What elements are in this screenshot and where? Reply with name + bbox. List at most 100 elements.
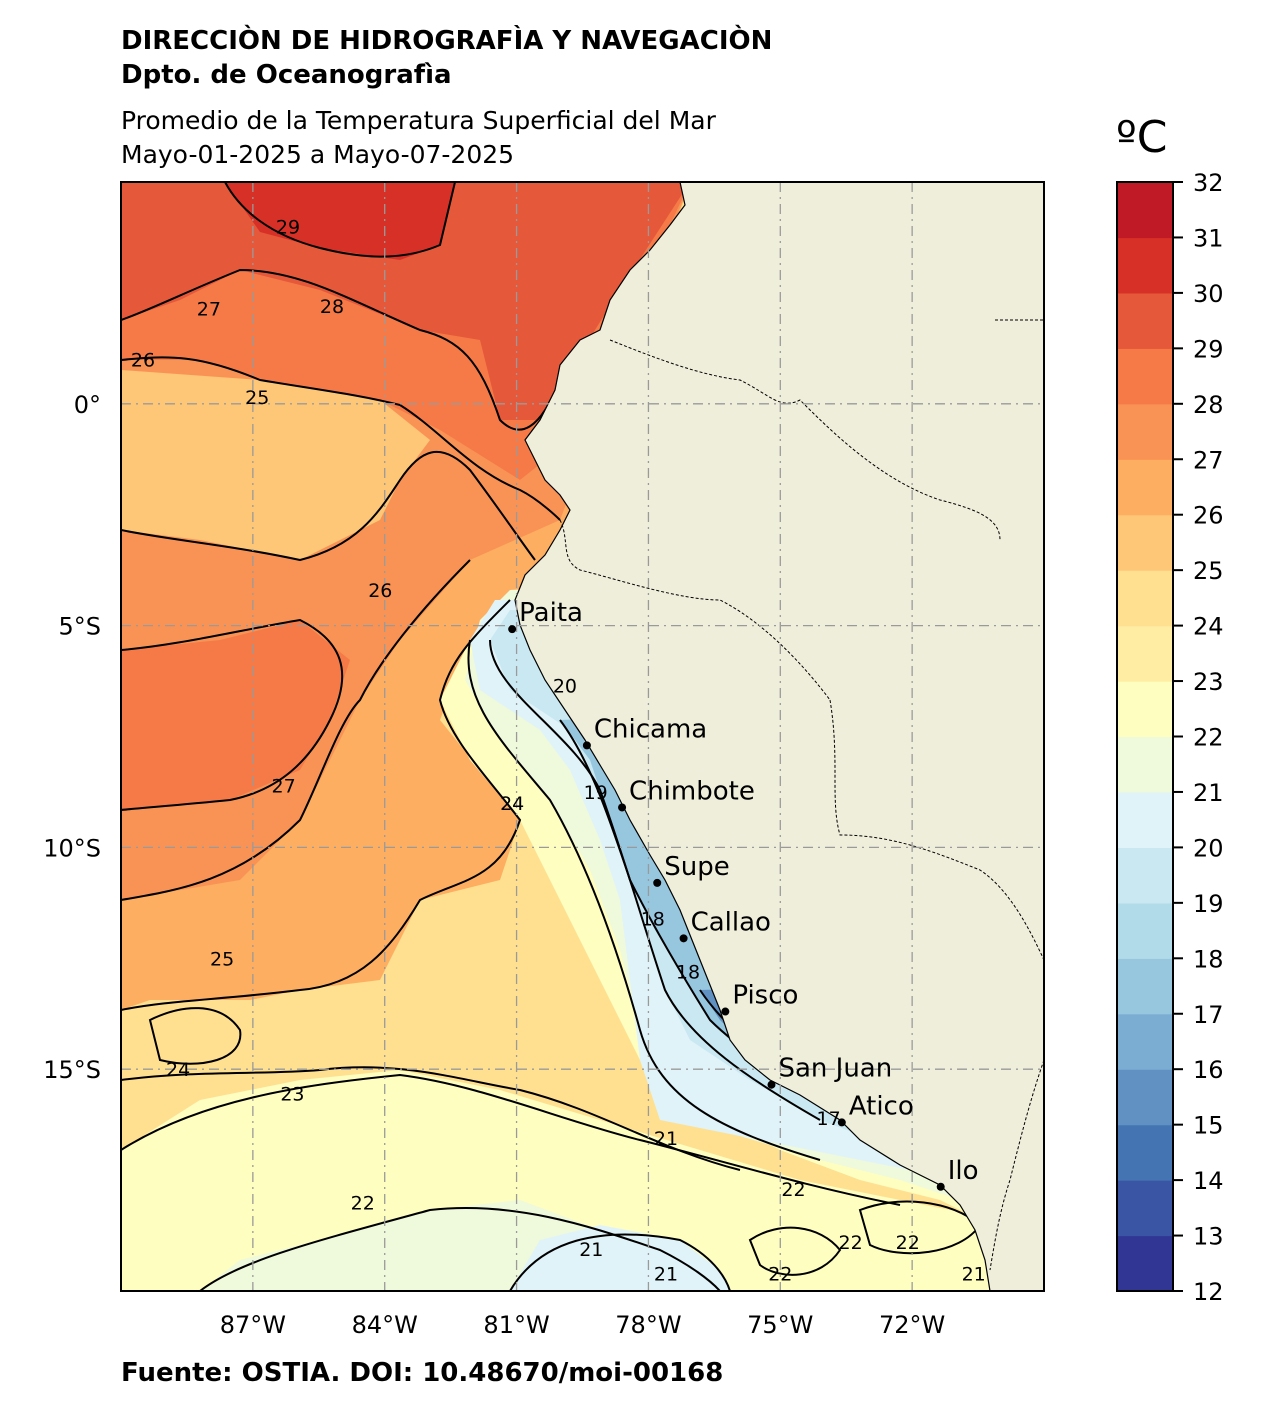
contour-label: 20: [553, 675, 577, 697]
colorbar-tick-label: 30: [1193, 280, 1224, 308]
date-range: Mayo-01-2025 a Mayo-07-2025: [121, 140, 515, 169]
contour-label: 26: [368, 580, 392, 602]
colorbar-segment: [1117, 459, 1173, 516]
colorbar-tick-label: 29: [1193, 335, 1224, 363]
colorbar-tick-label: 27: [1193, 446, 1224, 474]
colorbar-tick-label: 16: [1193, 1056, 1224, 1084]
colorbar: 12 13 14 15 16 17 18 19 20 21 22 23 24 25 26 27 28 29 30 31…: [1116, 169, 1224, 1306]
city-label: Callao: [691, 907, 771, 937]
colorbar-segment: [1117, 902, 1173, 959]
city-label: San Juan: [778, 1054, 892, 1084]
contour-label: 22: [781, 1179, 805, 1201]
contour-label: 27: [197, 298, 221, 320]
city-marker: [679, 934, 688, 943]
contour-label: 25: [245, 387, 269, 409]
contour-label: 21: [654, 1128, 678, 1150]
colorbar-tick-label: 12: [1193, 1278, 1224, 1306]
latitude-ticks: 0° 5°S 10°S 15°S: [43, 391, 101, 1084]
colorbar-segment: [1117, 403, 1173, 460]
colorbar-tick-label: 14: [1193, 1167, 1224, 1195]
colorbar-tick-label: 32: [1193, 169, 1224, 197]
sst-band-28: [121, 182, 690, 420]
contour-label: 24: [166, 1059, 190, 1081]
contour-label: 21: [654, 1263, 678, 1285]
department-title: Dpto. de Oceanografìa: [121, 60, 452, 90]
contour-label: 28: [320, 296, 344, 318]
lat-tick-label: 5°S: [58, 613, 101, 641]
institution-title: DIRECCIÒN DE HIDROGRAFÌA Y NAVEGACIÒN: [121, 26, 773, 56]
colorbar-tick-label: 17: [1193, 1001, 1224, 1029]
city-marker: [618, 803, 627, 812]
contour-label: 19: [584, 782, 608, 804]
colorbar-tick-label: 18: [1193, 945, 1224, 973]
colorbar-tick-label: 13: [1193, 1223, 1224, 1251]
colorbar-segment: [1117, 237, 1173, 294]
city-marker: [582, 741, 591, 750]
city-label: Paita: [519, 598, 583, 628]
sst-band-29: [225, 182, 455, 260]
contour-label: 21: [962, 1263, 986, 1285]
colorbar-segment: [1117, 681, 1173, 738]
colorbar-segment: [1117, 1180, 1173, 1237]
map-title: Promedio de la Temperatura Superficial d…: [121, 106, 716, 135]
contour-label: 22: [768, 1263, 792, 1285]
map-frame: [120, 181, 1045, 1292]
colorbar-segment: [1117, 791, 1173, 848]
colorbar-segment: [1117, 292, 1173, 349]
colorbar-segment: [1117, 1069, 1173, 1126]
land-south-america: [514, 182, 1044, 1291]
lat-tick-label: 10°S: [43, 834, 101, 862]
contour-label: 17: [817, 1108, 841, 1130]
colorbar-segment: [1117, 1013, 1173, 1070]
city-marker: [837, 1118, 846, 1127]
lon-tick-label: 87°W: [220, 1311, 286, 1339]
city-marker: [653, 878, 662, 887]
city-marker: [721, 1007, 730, 1016]
contour-label: 18: [676, 962, 700, 984]
colorbar-segment: [1117, 958, 1173, 1015]
lon-tick-label: 81°W: [483, 1311, 549, 1339]
lon-tick-label: 84°W: [352, 1311, 418, 1339]
gridlines: [121, 182, 1044, 1291]
colorbar-tick-label: 20: [1193, 834, 1224, 862]
city-markers: Paita Chicama Chimbote Supe Callao Pisco San J…: [508, 598, 979, 1191]
lon-tick-label: 75°W: [747, 1311, 813, 1339]
contour-label: 22: [351, 1192, 375, 1214]
colorbar-tick-label: 22: [1193, 724, 1224, 752]
colorbar-tick-label: 23: [1193, 668, 1224, 696]
sst-band-24-west: [121, 370, 430, 560]
contour-label: 25: [210, 948, 234, 970]
city-marker: [767, 1080, 776, 1089]
colorbar-segment: [1117, 847, 1173, 904]
city-label: Chimbote: [629, 776, 755, 806]
colorbar-tick-label: 31: [1193, 224, 1224, 252]
city-label: Supe: [664, 852, 729, 882]
colorbar-segment: [1117, 1235, 1173, 1292]
contour-label: 18: [641, 908, 665, 930]
colorbar-tick-label: 28: [1193, 391, 1224, 419]
city-marker: [508, 625, 517, 634]
colorbar-segment: [1117, 182, 1173, 239]
contour-label: 29: [276, 216, 300, 238]
contour-label: 23: [280, 1084, 304, 1106]
colorbar-segment: [1117, 736, 1173, 793]
colorbar-tick-label: 26: [1193, 502, 1224, 530]
city-label: Atico: [849, 1091, 914, 1121]
colorbar-tick-label: 25: [1193, 557, 1224, 585]
city-label: Chicama: [594, 714, 707, 744]
colorbar-tick-label: 19: [1193, 890, 1224, 918]
lat-tick-label: 0°: [74, 391, 101, 419]
map-panel: 29 28 27 26 25 26 27 24 25 24 23 22 21 21 21 22 22 22 20 19…: [121, 182, 1044, 1291]
city-marker: [936, 1182, 945, 1191]
sst-band-20-south: [510, 1225, 730, 1291]
colorbar-tick-label: 21: [1193, 779, 1224, 807]
sst-band-27-west: [121, 620, 350, 810]
colorbar-unit: ºC: [1116, 112, 1168, 163]
colorbar-segment: [1117, 625, 1173, 682]
contour-label: 22: [839, 1232, 863, 1254]
source-credit: Fuente: OSTIA. DOI: 10.48670/moi-00168: [121, 1358, 724, 1388]
city-label: Ilo: [948, 1156, 979, 1186]
contour-labels: 29 28 27 26 25 26 27 24 25 24 23 22 21 21 21 22 22 22 20 19…: [131, 216, 986, 1285]
lon-tick-label: 78°W: [615, 1311, 681, 1339]
